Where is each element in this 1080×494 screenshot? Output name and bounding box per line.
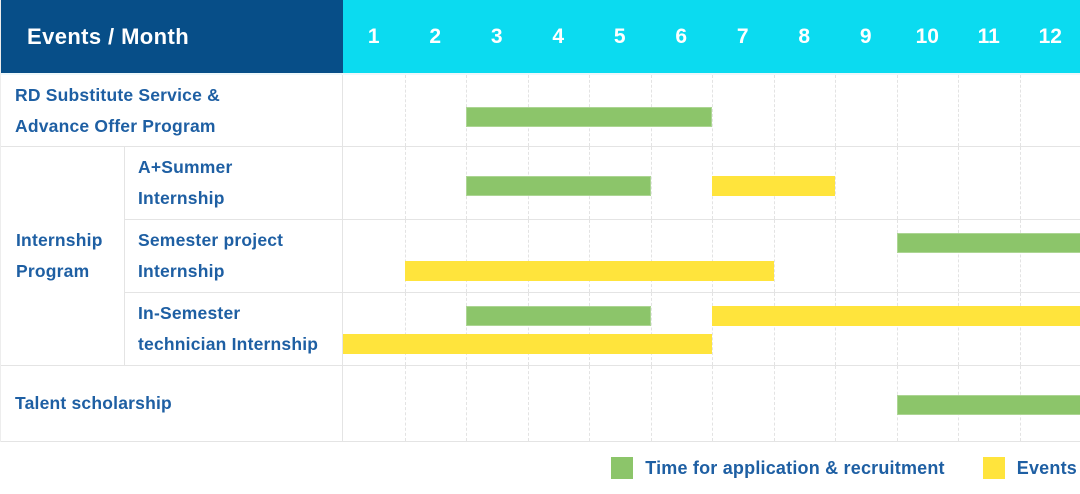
grid-line <box>405 147 406 219</box>
grid-line <box>835 293 836 365</box>
legend-label-events: Events <box>1016 457 1077 478</box>
grid-line <box>835 220 836 292</box>
row-label-talent-scholarship: Talent scholarship <box>1 366 343 442</box>
grid-line <box>774 75 775 146</box>
application-recruitment-bar <box>896 395 1080 415</box>
month-tick-4: 4 <box>552 24 565 48</box>
grid-line <box>466 293 467 365</box>
month-tick-12: 12 <box>1038 24 1062 48</box>
month-tick-7: 7 <box>736 24 749 48</box>
month-tick-2: 2 <box>429 24 442 48</box>
grid-line <box>897 293 898 365</box>
month-tick-3: 3 <box>490 24 503 48</box>
grid-line <box>712 75 713 146</box>
grid-line <box>712 220 713 292</box>
events-bar <box>712 176 835 196</box>
events-swatch-icon <box>982 457 1005 479</box>
grid-line <box>528 220 529 292</box>
grid-line <box>405 366 406 441</box>
grid-line <box>1020 293 1021 365</box>
grid-line <box>958 147 959 219</box>
grid-line <box>958 293 959 365</box>
grid-line <box>528 366 529 441</box>
grid-line <box>712 293 713 365</box>
month-tick-1: 1 <box>367 24 380 48</box>
grid-line <box>405 293 406 365</box>
grid-line <box>589 366 590 441</box>
application-recruitment-bar <box>466 306 651 326</box>
grid-line <box>466 366 467 441</box>
month-tick-6: 6 <box>675 24 688 48</box>
application-swatch-icon <box>611 457 634 479</box>
grid-line <box>528 293 529 365</box>
chart-row-in-semester-technician-internship <box>343 293 1080 366</box>
month-header: 1 2 3 4 5 6 7 8 9 10 11 12 <box>343 0 1080 75</box>
legend: Time for application & recruitment Event… <box>0 442 1080 494</box>
chart-row-a-plus-summer-internship <box>343 147 1080 220</box>
grid-line <box>1020 75 1021 146</box>
grid-line <box>651 366 652 441</box>
grid-line <box>589 220 590 292</box>
chart-row-talent-scholarship <box>343 366 1080 442</box>
header-title: Events / Month <box>1 0 343 75</box>
grid-line <box>589 293 590 365</box>
row-label-a-plus-summer-internship: A+Summer Internship <box>125 147 343 220</box>
month-tick-10: 10 <box>915 24 939 48</box>
grid-line <box>774 366 775 441</box>
grid-line <box>835 366 836 441</box>
group-label-internship-program: Internship Program <box>1 147 125 366</box>
application-recruitment-bar <box>466 176 651 196</box>
chart-row-rd-substitute-service <box>343 75 1080 147</box>
grid-line <box>774 220 775 292</box>
events-bar <box>712 306 1080 326</box>
month-tick-9: 9 <box>859 24 872 48</box>
row-label-rd-substitute-service: RD Substitute Service & Advance Offer Pr… <box>1 75 343 147</box>
grid-line <box>651 293 652 365</box>
events-bar <box>404 261 774 281</box>
grid-line <box>958 75 959 146</box>
legend-item-events: Events <box>982 457 1077 479</box>
grid-line <box>958 220 959 292</box>
grid-line <box>835 75 836 146</box>
grid-line <box>897 75 898 146</box>
grid-line <box>712 366 713 441</box>
grid-line <box>405 75 406 146</box>
grid-line <box>405 220 406 292</box>
legend-label-application: Time for application & recruitment <box>645 457 945 478</box>
grid-line <box>651 220 652 292</box>
row-label-in-semester-technician-internship: In-Semester technician Internship <box>125 293 343 366</box>
grid-line <box>466 220 467 292</box>
grid-line <box>835 147 836 219</box>
grid-line <box>1020 147 1021 219</box>
application-recruitment-bar <box>896 233 1080 253</box>
events-bar <box>343 334 712 354</box>
grid-line <box>774 293 775 365</box>
grid-line <box>651 147 652 219</box>
grid-line <box>1020 220 1021 292</box>
month-tick-8: 8 <box>798 24 811 48</box>
application-recruitment-bar <box>466 107 712 127</box>
events-month-table: Events / Month 1 2 3 4 5 6 7 8 9 10 11 12 RD Substi… <box>0 0 1080 442</box>
row-label-semester-project-internship: Semester project Internship <box>125 220 343 293</box>
month-tick-11: 11 <box>977 24 1000 48</box>
grid-line <box>897 147 898 219</box>
month-tick-5: 5 <box>613 24 626 48</box>
legend-item-application: Time for application & recruitment <box>611 457 945 479</box>
grid-line <box>897 220 898 292</box>
chart-row-semester-project-internship <box>343 220 1080 293</box>
